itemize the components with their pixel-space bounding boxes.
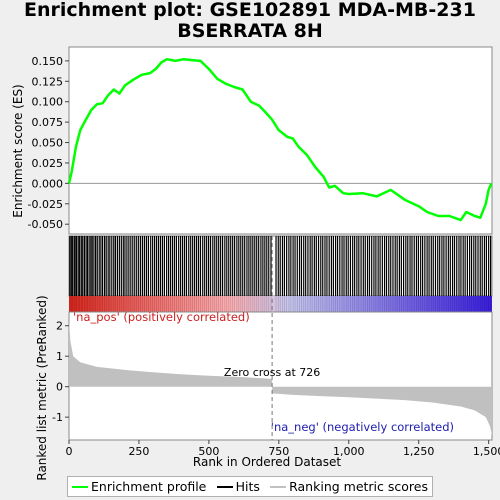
metric-y-tick-label: -1 — [52, 411, 63, 424]
legend-item-enrichment-profile: Enrichment profile — [72, 479, 206, 494]
es-plot-area — [68, 46, 493, 235]
metric-y-tick-label: 2 — [56, 320, 63, 333]
x-tick-label: 250 — [128, 445, 149, 458]
enrichment-profile-swatch — [72, 485, 88, 488]
legend-item-ranking-metric: Ranking metric scores — [270, 479, 428, 494]
x-axis-label: Rank in Ordered Dataset — [193, 455, 341, 469]
es-panel: -0.050 -0.025 0.000 0.025 0.050 0.075 0.100 0.1… — [28, 46, 493, 235]
legend-label-ranking-metric: Ranking metric scores — [289, 479, 428, 494]
title-line-2: BSERRATA 8H — [177, 20, 323, 42]
metric-y-axis-label: Ranked list metric (PreRanked) — [35, 295, 49, 480]
es-y-tick-label: 0.050 — [32, 137, 64, 150]
es-y-tick-label: 0.000 — [32, 177, 64, 190]
hits-swatch — [216, 485, 233, 488]
es-y-tick-label: 0.125 — [32, 75, 64, 88]
chart-title: Enrichment plot: GSE102891 MDA-MB-231 BS… — [0, 0, 500, 42]
ranking-metric-swatch — [270, 485, 287, 488]
legend-label-enrichment-profile: Enrichment profile — [91, 479, 207, 494]
es-y-tick-label: 0.075 — [32, 116, 64, 129]
x-tick-label: 500 — [198, 445, 219, 458]
x-tick-label: 1,000 — [333, 445, 365, 458]
x-tick-label: 750 — [268, 445, 289, 458]
es-y-axis-label: Enrichment score (ES) — [11, 84, 25, 217]
legend: Enrichment profile Hits Ranking metric s… — [67, 476, 433, 497]
metric-y-tick-label: 0 — [56, 381, 63, 394]
es-y-tick-label: 0.100 — [32, 96, 64, 109]
metric-y-tick-label: 1 — [56, 350, 63, 363]
es-y-tick-label: -0.025 — [28, 198, 63, 211]
legend-item-hits: Hits — [216, 479, 260, 494]
es-y-tick-label: 0.025 — [32, 157, 64, 170]
title-line-1: Enrichment plot: GSE102891 MDA-MB-231 — [24, 0, 476, 21]
ranking-metric-area — [69, 319, 492, 436]
x-tick-label: 1,250 — [403, 445, 435, 458]
legend-label-hits: Hits — [235, 479, 260, 494]
na-neg-label: 'na_neg' (negatively correlated) — [271, 420, 454, 434]
x-tick-label: 0 — [66, 445, 73, 458]
enrichment-profile-line — [67, 57, 493, 222]
x-axis: 0 250 500 750 1,000 1,250 1,500 — [66, 440, 500, 458]
es-y-tick-label: 0.150 — [32, 55, 64, 68]
x-tick-label: 1,500 — [473, 445, 500, 458]
es-y-tick-label: -0.050 — [28, 218, 63, 231]
zero-cross-label: Zero cross at 726 — [224, 366, 320, 379]
hits-panel — [68, 235, 493, 312]
na-pos-label: 'na_pos' (positively correlated) — [73, 310, 250, 324]
rank-color-band — [69, 296, 492, 312]
metric-panel: -1 0 1 2 Zero cross at 726 'na_pos' (positive… — [52, 236, 493, 441]
